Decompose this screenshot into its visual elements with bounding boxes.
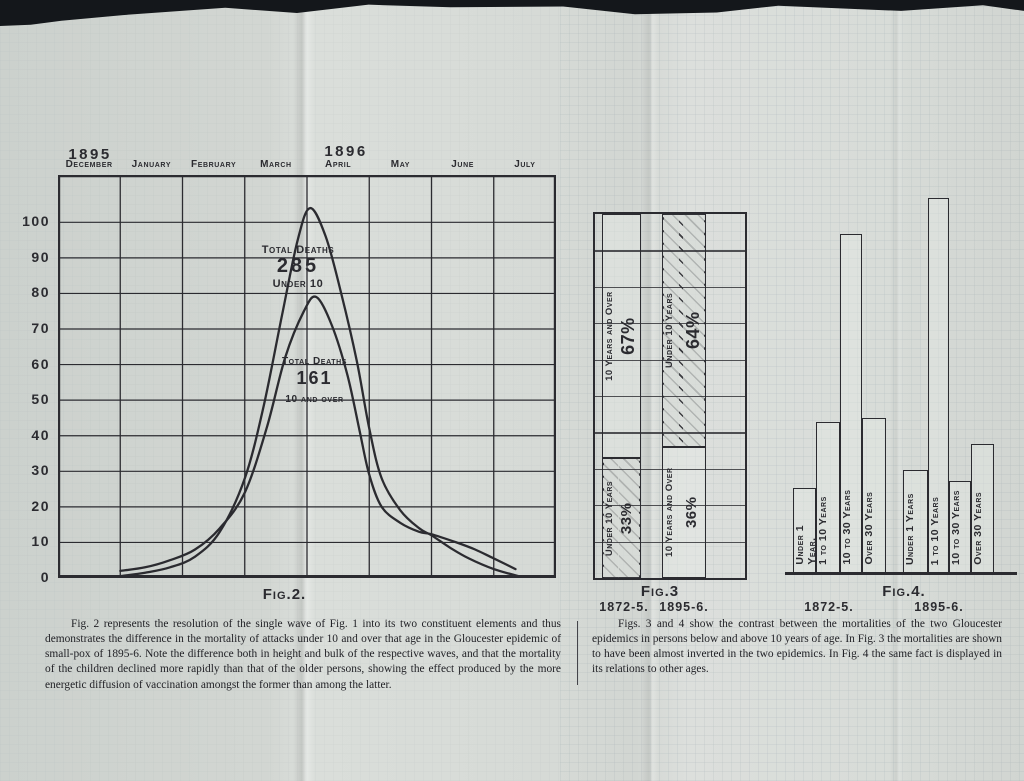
fig2-y-tick-label: 20 [31, 497, 50, 514]
fig3-label: Fig.3 [640, 583, 680, 600]
fig2-month-label: April [325, 159, 352, 170]
fig4-bar-label: 10 to 30 Years [950, 490, 962, 565]
fig4-bar: Under 1 Years [903, 469, 928, 573]
fig4-bar: Under 1 Year. [793, 488, 818, 573]
fig4-group-1872: 1872-5. [804, 600, 854, 614]
fig2-grid-and-curves [58, 175, 556, 578]
fig4-bar: 10 to 30 Years [840, 234, 862, 573]
fig2-month-label: March [260, 159, 292, 170]
fig2-year-1895: 1895 [68, 146, 112, 163]
fig4-bar: Over 30 Years [862, 418, 886, 573]
fig2-caption: Fig. 2 represents the resolution of the … [45, 618, 561, 691]
fig2-y-tick-label: 70 [31, 320, 50, 336]
fig2-month-axis: December January February March April May June… [58, 159, 556, 174]
fig4-bar-label: Under 1 Years [904, 493, 916, 565]
fig3-fig4-caption: Figs. 3 and 4 show the contrast between … [592, 618, 1002, 676]
fig2-y-tick-label: 30 [31, 462, 50, 479]
fig2-y-tick-label: 0 [40, 569, 50, 585]
fig4-label: Fig.4. [882, 583, 926, 600]
mortality-curve [119, 295, 517, 573]
fig2-y-tick-label: 50 [31, 391, 50, 408]
fig3-group-1895: 1895-6. [659, 600, 709, 614]
fig2-month-label: January [131, 159, 172, 170]
fig2-month-label: July [514, 159, 536, 170]
curve2-total: 161 [296, 368, 333, 388]
fig3-bar-segment: 10 Years and Over 67% [602, 214, 641, 458]
fig2-month-label: May [390, 159, 410, 170]
fig2-label: Fig.2. [262, 586, 307, 603]
fig4-plot-area: Under 1 Year. 1 to 10 Years 10 to 30 Years… [785, 190, 1017, 575]
mortality-curve [119, 206, 520, 578]
fig2-y-tick-label: 40 [31, 426, 50, 443]
fig4-bar-label: 10 to 30 Years [841, 490, 853, 565]
fig2-y-tick-label: 10 [31, 533, 50, 550]
curve1-title: Total Deaths [261, 244, 335, 256]
curve1-subtitle: Under 10 [272, 278, 324, 290]
fig4-bar-label: Over 30 Years [863, 492, 875, 565]
fig4-bar: 10 to 30 Years [949, 481, 971, 573]
fig4-bar-label: Under 1 Year. [794, 525, 818, 565]
fig4-bar-label: 1 to 10 Years [929, 496, 941, 565]
fig2-y-tick-label: 60 [31, 355, 50, 372]
fig2-month-label: June [451, 159, 474, 170]
fig2-year-1896: 1896 [324, 143, 368, 160]
curve2-subtitle: 10 and over [285, 394, 344, 405]
fig2-month-label: December [65, 159, 113, 170]
fig3-frame: 10 Years and Over 67% Under 10 Years 33% Und… [593, 212, 747, 580]
curve1-total: 285 [276, 255, 320, 277]
fig3-group-1872: 1872-5. [599, 600, 649, 614]
fig3-bar-segment: Under 10 Years 64% [662, 214, 706, 447]
fig2-y-tick-label: 100 [22, 213, 50, 230]
fig3-bar-segment: Under 10 Years 33% [602, 457, 641, 578]
fig4-bar-label: 1 to 10 Years [817, 496, 829, 565]
fig4-bar: 1 to 10 Years [816, 422, 840, 573]
fig2-y-tick-label: 80 [31, 284, 50, 301]
fig2-y-tick-label: 90 [31, 248, 50, 265]
fig2-plot-area [58, 175, 556, 578]
fig2-month-label: February [190, 159, 237, 170]
curve2-title: Total Deaths [281, 356, 348, 367]
fig4-baseline [785, 572, 1017, 575]
fig4-bar: 1 to 10 Years [928, 197, 949, 573]
fig4-group-1895: 1895-6. [914, 600, 964, 614]
fig3-bar-segment: 10 Years and Over 36% [662, 446, 706, 578]
caption-divider [577, 621, 578, 685]
fig4-bar-label: Over 30 Years [972, 492, 984, 565]
fig4-bar: Over 30 Years [971, 444, 994, 573]
